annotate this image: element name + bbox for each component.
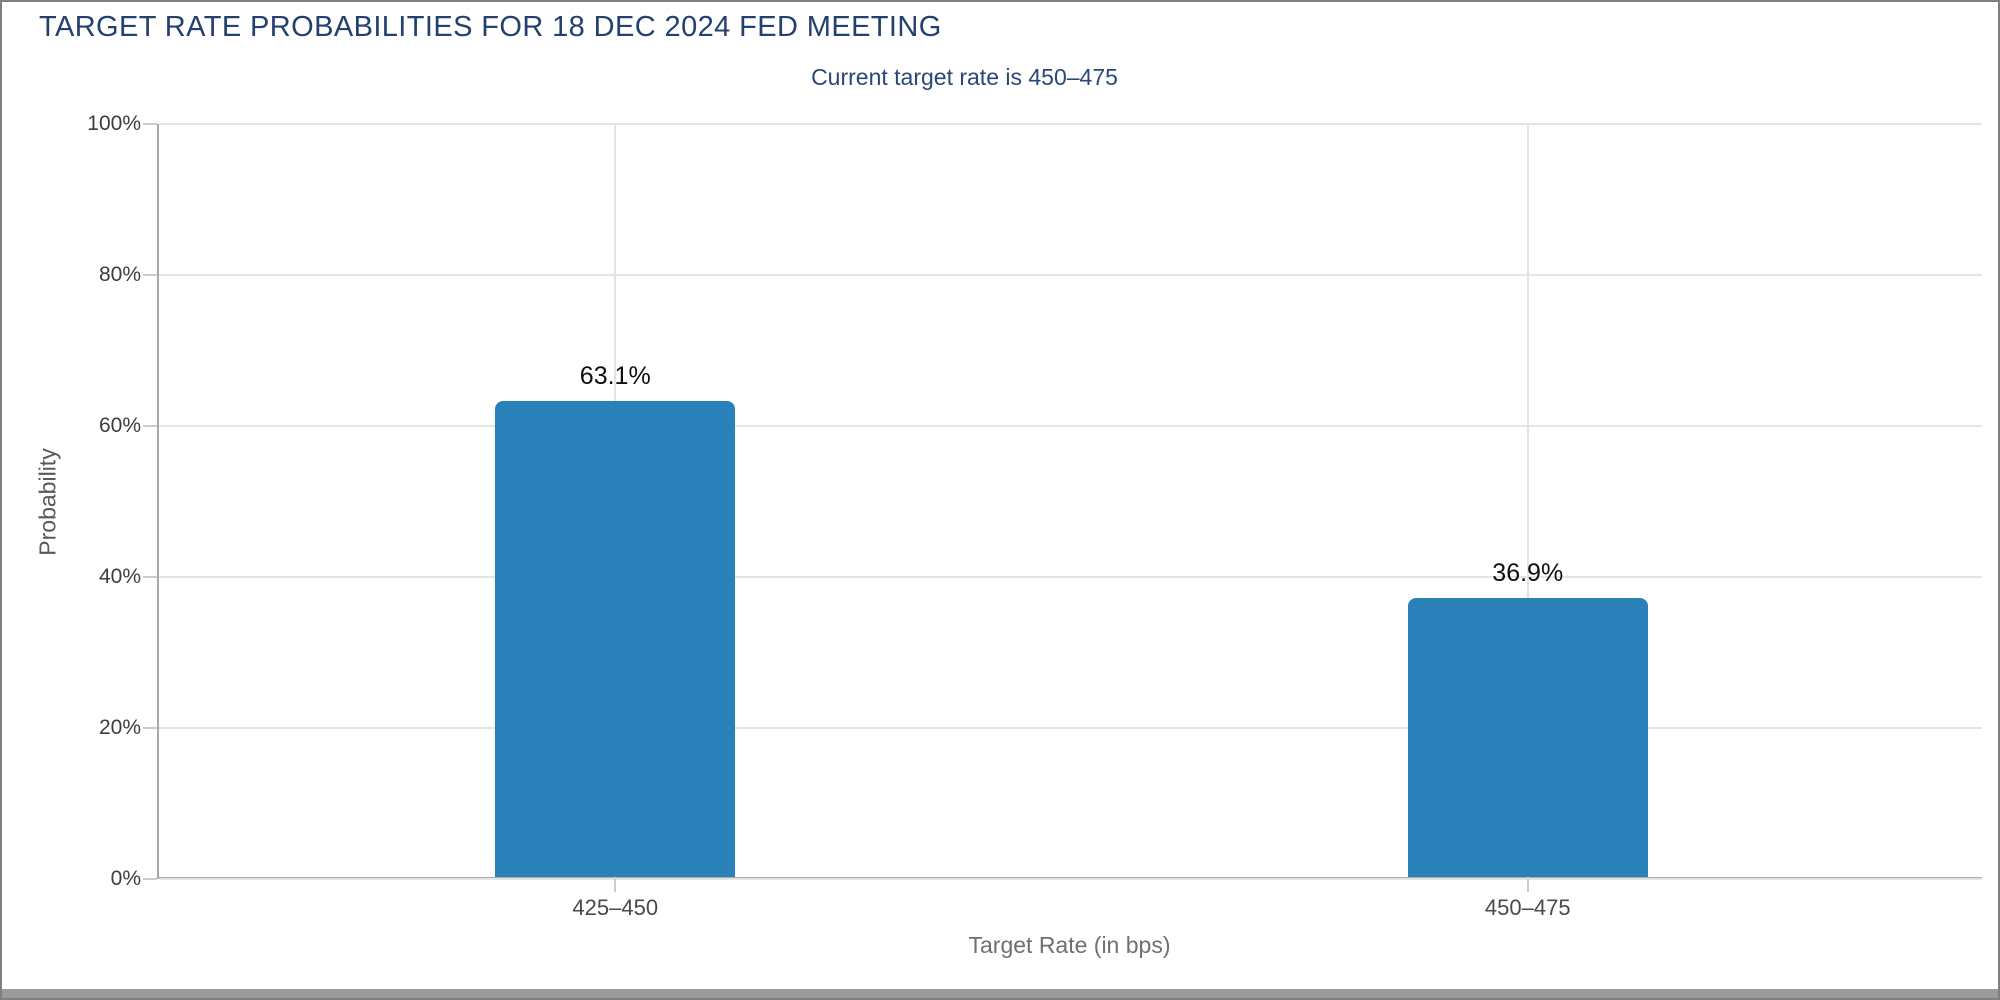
y-axis-title: Probability: [34, 448, 61, 556]
y-gridline: [159, 878, 1982, 880]
x-tick-mark: [1526, 877, 1529, 892]
y-tick-mark: [143, 123, 157, 125]
horizontal-scrollbar-track[interactable]: [2, 989, 1998, 998]
y-tick-mark: [143, 727, 157, 729]
y-tick-label: 40%: [98, 565, 141, 588]
y-tick-mark: [143, 576, 157, 578]
chart-subtitle: Current target rate is 450–475: [811, 64, 1118, 90]
y-tick-label: 80%: [98, 263, 141, 286]
y-tick-mark: [143, 878, 157, 880]
chart-title: TARGET RATE PROBABILITIES FOR 18 DEC 202…: [39, 11, 942, 43]
y-gridline: [159, 576, 1982, 578]
bar-425-450[interactable]: [495, 400, 736, 877]
y-tick-label: 20%: [98, 716, 141, 739]
y-gridline: [159, 123, 1982, 125]
y-tick-mark: [143, 425, 157, 427]
category-gridline: [1526, 124, 1529, 877]
x-axis-title: Target Rate (in bps): [968, 932, 1171, 958]
y-tick-label: 0%: [110, 867, 141, 890]
bar-450-475[interactable]: [1407, 598, 1648, 877]
y-gridline: [159, 425, 1982, 427]
bar-value-label: 63.1%: [579, 361, 651, 390]
bar-value-label: 36.9%: [1492, 559, 1564, 588]
y-tick-label: 60%: [98, 414, 141, 437]
plot-area: 0% 20% 40% 60% 80% 100% 63.1% 425–450 36.9% 450–4…: [87, 112, 1982, 920]
y-tick-mark: [143, 274, 157, 276]
x-tick-label: 425–450: [572, 895, 659, 920]
y-tick-label: 100%: [87, 112, 141, 135]
x-tick-mark: [614, 877, 617, 892]
y-gridline: [159, 727, 1982, 729]
x-tick-label: 450–475: [1484, 895, 1571, 920]
y-gridline: [159, 274, 1982, 276]
